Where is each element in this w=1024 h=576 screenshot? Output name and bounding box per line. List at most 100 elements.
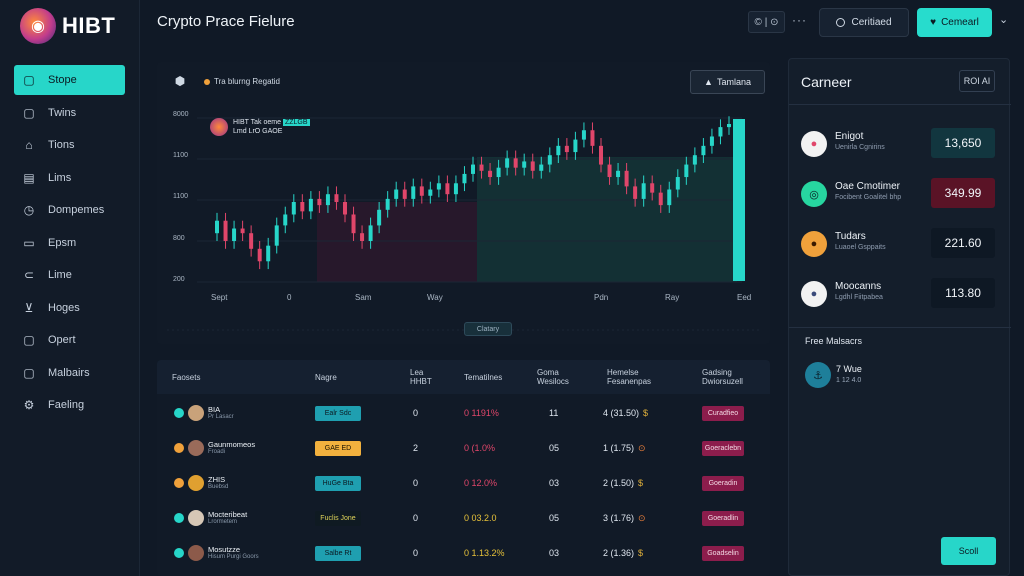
candle-body [453, 183, 458, 195]
mini-sub: 1 12 4.0 [836, 377, 862, 384]
scroll-button[interactable]: Scoll [941, 537, 996, 565]
page-title: Crypto Prace Fielure [157, 13, 295, 30]
column-header-line1: Tematilnes [464, 372, 503, 382]
change-value: 0 (1.0% [464, 443, 496, 453]
bell-icon: ⌂ [25, 138, 33, 152]
x-tick-label: Pdn [594, 293, 608, 302]
list-item[interactable]: ● Moocanns Lgdhl Fiitpabea 113.80 [801, 275, 997, 309]
candle-body [419, 186, 424, 196]
sidebar-item-label: Stope [48, 74, 77, 86]
row-action-button[interactable]: Goeraclebn [702, 440, 744, 456]
candle-body [590, 130, 595, 146]
chevron-down-icon[interactable]: ⌄ [999, 14, 1009, 26]
column-header[interactable]: Gadsing Dwiorsuzell [702, 360, 743, 394]
cube-icon[interactable]: ⬢ [174, 74, 186, 88]
sidebar-item-2[interactable]: ⌂ Tions [14, 130, 125, 160]
y-tick-label: 8000 [173, 111, 189, 118]
candle-body [317, 198, 322, 206]
more-icon[interactable]: ··· [792, 13, 807, 27]
table-row[interactable]: ZHIS Buebsd HuGe Bta 0 0 12.0% 03 2 (1.50) $ Goe… [157, 466, 770, 500]
sidebar-item-9[interactable]: ▢ Malbairs [14, 358, 125, 388]
status-badge: GAE ED [315, 440, 361, 456]
avatar [188, 545, 204, 561]
item-name: Tudars [835, 231, 866, 242]
candle-body [368, 225, 373, 241]
row-action-button[interactable]: Curadfieo [702, 405, 744, 421]
sidebar-item-10[interactable]: ⚙ Faeling [14, 390, 125, 420]
table-row[interactable]: Mosutzze Hisum Purgi Goors Salbe Rt 0 0 1.13… [157, 536, 770, 570]
candle-body [215, 220, 219, 234]
column-header[interactable]: Faosets [172, 360, 200, 394]
sidebar-item-1[interactable]: ▢ Twins [14, 98, 125, 128]
chart-tag-label: Tra blurng Regatid [214, 77, 280, 86]
primary-button[interactable]: ♥ Cemearl [917, 8, 992, 37]
column-header[interactable]: Tematilnes [464, 360, 502, 394]
sidebar-item-8[interactable]: ▢ Opert [14, 325, 125, 355]
x-tick-label: Ray [665, 293, 679, 302]
list-item[interactable]: ● Enigot Uenirla Cgnirins 13,650 [801, 125, 997, 159]
column-header[interactable]: Lea HHBT [410, 360, 432, 394]
sidebar-item-0[interactable]: ▢ Stope [14, 65, 125, 95]
user-icon: ● [801, 131, 827, 157]
sidebar-item-7[interactable]: ⊻ Hoges [14, 293, 125, 323]
coin-icon [174, 548, 184, 558]
sidebar-item-3[interactable]: ▤ Lims [14, 163, 125, 193]
price-value: 2 (1.50) [603, 478, 635, 488]
heart-icon: ♥ [930, 17, 937, 28]
bell-icon: ▲ [704, 77, 713, 87]
sidebar: ◉ HIBT ▢ Stope ▢ Twins ⌂ Tions ▤ Lims ◷ Dompemes ▭… [0, 0, 140, 576]
status-badge: Ealr Sdc [315, 405, 361, 421]
column-header[interactable]: Goma Wesilocs [537, 360, 569, 394]
value-cell: 0 [413, 466, 418, 500]
divider [789, 327, 1011, 328]
table-row[interactable]: Gaunmomeos Froadi GAE ED 2 0 (1.0% 05 1 (1.75)… [157, 431, 770, 465]
column-header[interactable]: Nagre [315, 360, 337, 394]
asset-names: Mocteribeat Lrormetem [208, 511, 247, 526]
candle-body [513, 158, 518, 168]
candle-body [727, 124, 731, 128]
candle-body [240, 228, 245, 234]
candle-body [394, 189, 399, 199]
tag-cell: GAE ED [315, 431, 361, 465]
sidebar-item-label: Lime [48, 269, 72, 281]
table-row[interactable]: Mocteribeat Lrormetem Fuclis Jone 0 0 03.2.0… [157, 501, 770, 535]
sidebar-item-6[interactable]: ⊂ Lime [14, 260, 125, 290]
item-sub: Focibent Goalitel bhp [835, 194, 902, 201]
item-name: Oae Cmotimer [835, 181, 901, 192]
asset-sub: Pr Lasacr [208, 414, 234, 420]
count-value: 05 [549, 513, 560, 523]
sidebar-item-label: Twins [48, 106, 77, 119]
tag-cell: Salbe Rt [315, 536, 361, 570]
row-action-button[interactable]: Goeradin [702, 475, 744, 491]
row-action-button[interactable]: Goadselin [702, 545, 744, 561]
count-value: 11 [549, 408, 559, 418]
coin-icon [174, 513, 184, 523]
sidebar-item-5[interactable]: ▭ Epsm [14, 228, 125, 258]
list-item[interactable]: ● Tudars Luaoel Gsppaits 221.60 [801, 225, 997, 259]
coin-icon: $ [643, 408, 649, 418]
sidebar-item-4[interactable]: ◷ Dompemes [14, 195, 125, 225]
column-header-line2: Fesanenpas [607, 377, 652, 386]
chart-action-button[interactable]: ▲ Tamlana [690, 70, 765, 94]
candle-body [488, 170, 493, 178]
legend-text: HIBT Tak oeme ZZLGB Lmd LrO GAOE [233, 118, 310, 136]
candle-body [547, 155, 552, 165]
cell-value: 0 [413, 548, 419, 558]
row-action-button[interactable]: Goeradlin [702, 510, 744, 526]
y-tick-label: 200 [173, 276, 185, 283]
candle-body [479, 164, 484, 171]
chart-range-pill[interactable]: Clatary [464, 322, 512, 336]
roi-button[interactable]: ROI AI [959, 70, 995, 92]
asset-cell: ZHIS Buebsd [174, 466, 228, 500]
status-badge: HuGe Bta [315, 475, 361, 491]
count-cell: 03 [549, 536, 559, 570]
header-icon-group[interactable]: © | ⊙ [748, 11, 785, 33]
candle-body [675, 177, 680, 190]
brand-logo[interactable]: ◉ HIBT [20, 8, 115, 44]
table-row[interactable]: BIA Pr Lasacr Ealr Sdc 0 0 1191% 11 4 (31.50) $… [157, 396, 770, 430]
certified-button[interactable]: Ceritiaed [819, 8, 909, 37]
price-value: 3 (1.76) [603, 513, 635, 523]
column-header[interactable]: Hemelse Fesanenpas [607, 360, 651, 394]
shade-red [317, 202, 477, 282]
list-item[interactable]: ◎ Oae Cmotimer Focibent Goalitel bhp 349.99 [801, 175, 997, 209]
